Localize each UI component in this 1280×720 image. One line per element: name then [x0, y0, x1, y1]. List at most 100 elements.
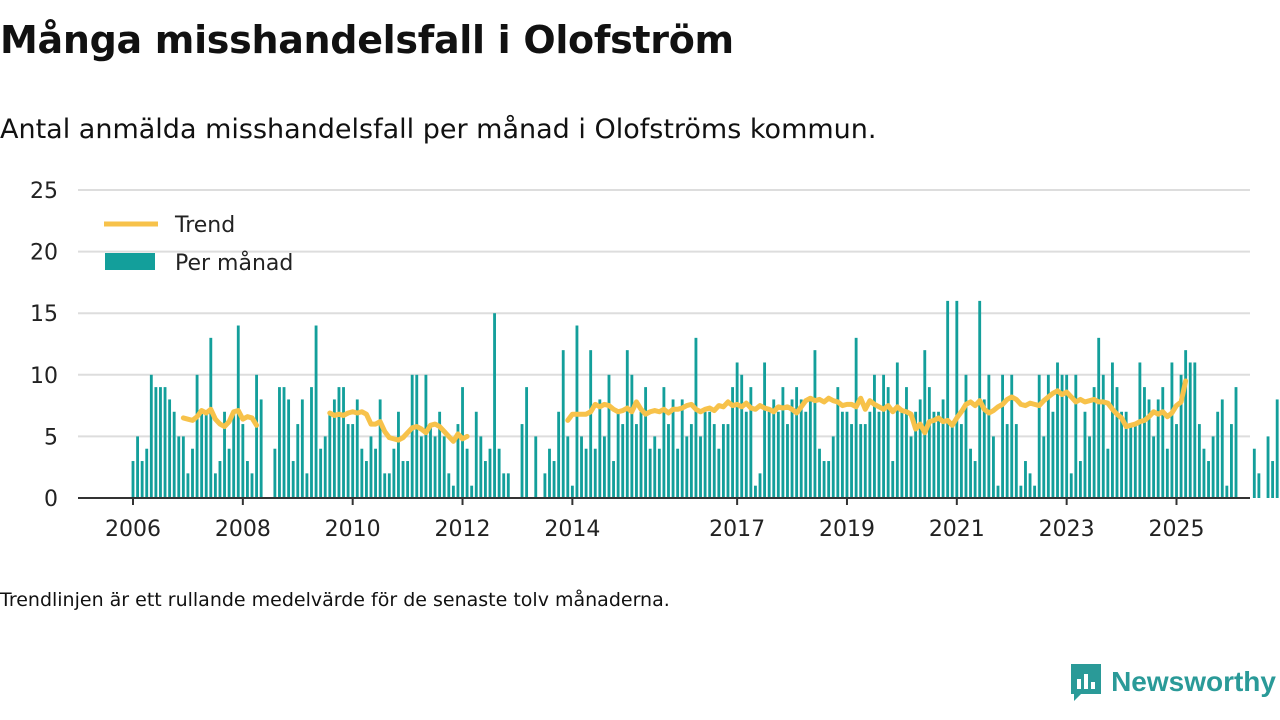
x-tick-label: 2010	[325, 517, 381, 542]
bar	[946, 300, 950, 498]
trend-line	[180, 378, 1189, 444]
bar	[566, 436, 570, 498]
y-tick-labels: 0 5 10 15 20 25	[30, 179, 58, 512]
bar	[644, 387, 648, 498]
bar	[287, 399, 291, 498]
bar	[689, 424, 693, 498]
bar	[882, 374, 886, 498]
bar	[1147, 399, 1151, 498]
bar	[905, 387, 908, 498]
x-tick-labels: 2006 2008 2010 2012 2014 2017 2019 2021 2023 2025	[105, 498, 1205, 542]
bar	[525, 387, 529, 498]
bar	[447, 473, 451, 498]
bar	[1042, 436, 1046, 498]
chart-title: Många misshandelsfall i Olofström	[0, 18, 734, 62]
bar	[470, 485, 474, 498]
bar	[941, 399, 945, 498]
bar	[456, 424, 460, 498]
bar	[1051, 411, 1055, 498]
bar	[474, 411, 478, 498]
y-tick-label: 5	[44, 425, 58, 450]
bar	[840, 411, 844, 498]
bar	[383, 473, 387, 498]
bar	[177, 436, 181, 498]
bar	[1083, 411, 1087, 498]
bar	[241, 424, 245, 498]
bar	[630, 374, 634, 498]
bar	[1078, 461, 1082, 498]
bar	[246, 461, 249, 498]
footnote: Trendlinjen är ett rullande medelvärde f…	[0, 589, 670, 611]
y-tick-label: 25	[30, 179, 58, 204]
bar	[1124, 411, 1128, 498]
bar	[433, 436, 437, 498]
bar	[337, 387, 341, 498]
y-tick-label: 0	[44, 487, 58, 512]
bar	[763, 362, 767, 498]
bar	[191, 448, 194, 498]
bar	[195, 374, 199, 498]
bar	[781, 387, 785, 498]
bar	[1097, 337, 1101, 498]
bars	[131, 300, 1279, 498]
bar	[589, 350, 593, 498]
bar	[703, 411, 707, 498]
bar	[419, 436, 423, 498]
bar	[401, 461, 405, 498]
bar	[310, 387, 313, 498]
bar	[1069, 473, 1073, 498]
bar	[712, 424, 716, 498]
bar	[1120, 411, 1123, 498]
bar	[1161, 387, 1165, 498]
x-tick-label: 2006	[105, 517, 161, 542]
legend-bars-label: Per månad	[175, 250, 293, 276]
bar	[136, 436, 139, 498]
bar	[360, 448, 364, 498]
legend: Trend Per månad	[104, 213, 293, 276]
bar	[721, 424, 725, 498]
bar	[694, 337, 698, 498]
bar	[497, 448, 501, 498]
bar	[758, 473, 762, 498]
bar	[300, 399, 304, 498]
bar	[1028, 473, 1032, 498]
bar	[877, 411, 881, 498]
bar	[506, 473, 510, 498]
bar	[790, 399, 794, 498]
bar	[927, 387, 931, 498]
bar	[625, 350, 629, 498]
bar	[1170, 362, 1174, 498]
bar	[415, 374, 419, 498]
bar	[369, 436, 373, 498]
bar	[836, 387, 840, 498]
bar	[1207, 461, 1210, 498]
bar	[717, 448, 721, 498]
bar	[351, 424, 355, 498]
bar	[845, 411, 849, 498]
legend-trend-label: Trend	[174, 213, 235, 238]
bar	[149, 374, 153, 498]
bar	[795, 387, 799, 498]
bar	[767, 411, 771, 498]
bar	[250, 473, 254, 498]
y-tick-label: 15	[30, 302, 58, 327]
bar	[1143, 387, 1146, 498]
bar	[1129, 424, 1133, 498]
bar	[392, 448, 396, 498]
bar	[895, 362, 899, 498]
chart-subtitle: Antal anmälda misshandelsfall per månad …	[0, 114, 877, 145]
bar	[964, 374, 968, 498]
bar	[708, 411, 712, 498]
bar	[1216, 411, 1220, 498]
bar	[667, 424, 670, 498]
bar	[635, 424, 638, 498]
bar	[520, 424, 524, 498]
bar	[1001, 374, 1004, 498]
bar	[493, 313, 496, 498]
bar	[786, 424, 789, 498]
bar	[1092, 387, 1096, 498]
bar	[314, 325, 318, 498]
bar	[1175, 424, 1178, 498]
bar	[1115, 387, 1119, 498]
bar	[891, 461, 895, 498]
